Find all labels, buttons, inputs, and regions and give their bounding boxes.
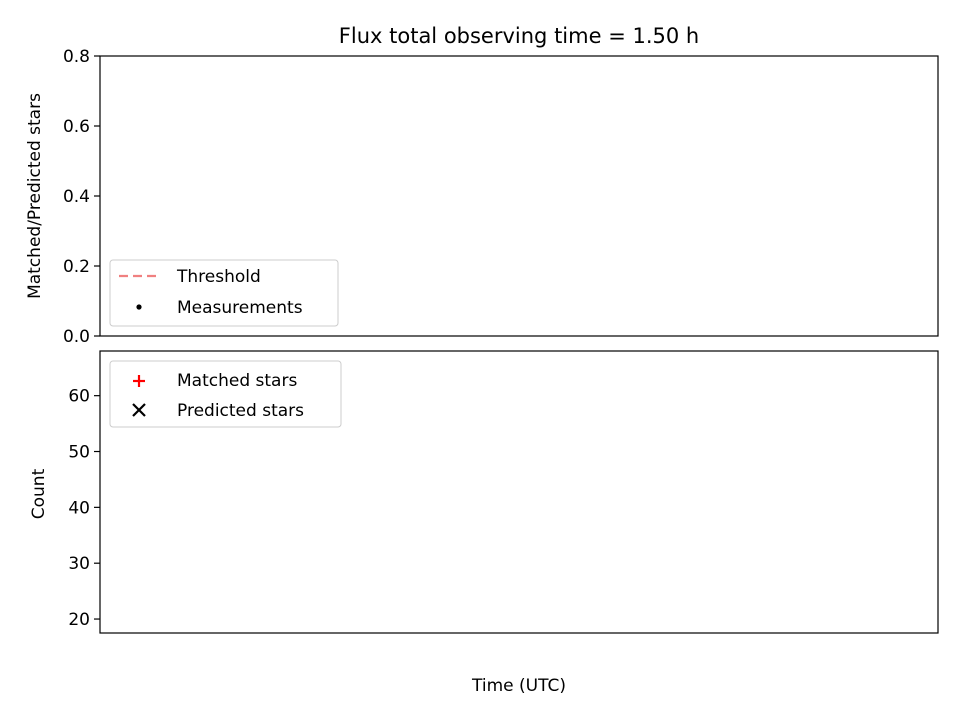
chart-title: Flux total observing time = 1.50 h <box>339 24 699 48</box>
legend-threshold-label: Threshold <box>176 267 261 287</box>
y-tick-label: 0.4 <box>63 187 90 207</box>
ratio-legend-box <box>109 259 339 327</box>
legend-measurements-swatch <box>136 304 142 310</box>
y-tick-label: 40 <box>68 498 90 518</box>
ratio-y-ticks: 0.0 0.2 0.4 0.6 0.8 <box>63 47 100 347</box>
legend-predicted-swatch <box>132 403 146 417</box>
count-y-axis-label: Count <box>29 468 49 519</box>
y-tick-label: 0.8 <box>63 47 90 67</box>
y-tick-label: 50 <box>68 443 90 463</box>
legend-matched-swatch <box>133 375 145 387</box>
x-axis-label: Time (UTC) <box>471 676 566 696</box>
count-plot-frame <box>99 350 939 634</box>
ratio-panel: 0.00.20.40.60.8 Matched/Predicted stars … <box>25 47 939 347</box>
y-tick-label: 0.2 <box>63 257 90 277</box>
count-legend: Matched stars Predicted stars <box>109 360 342 428</box>
count-legend-box <box>109 360 342 428</box>
legend-predicted-label: Predicted stars <box>177 401 304 421</box>
y-tick-label: 0.0 <box>63 327 90 347</box>
y-tick-label: 60 <box>68 387 90 407</box>
legend-measurements-label: Measurements <box>177 298 303 318</box>
y-tick-label: 20 <box>68 610 90 630</box>
ratio-legend: Threshold Measurements <box>109 259 339 327</box>
y-tick-label: 0.6 <box>63 117 90 137</box>
y-tick-label: 30 <box>68 554 90 574</box>
legend-matched-label: Matched stars <box>177 371 297 391</box>
ratio-y-axis-label: Matched/Predicted stars <box>25 93 45 299</box>
count-y-ticks: 20 30 40 50 60 <box>68 387 100 630</box>
